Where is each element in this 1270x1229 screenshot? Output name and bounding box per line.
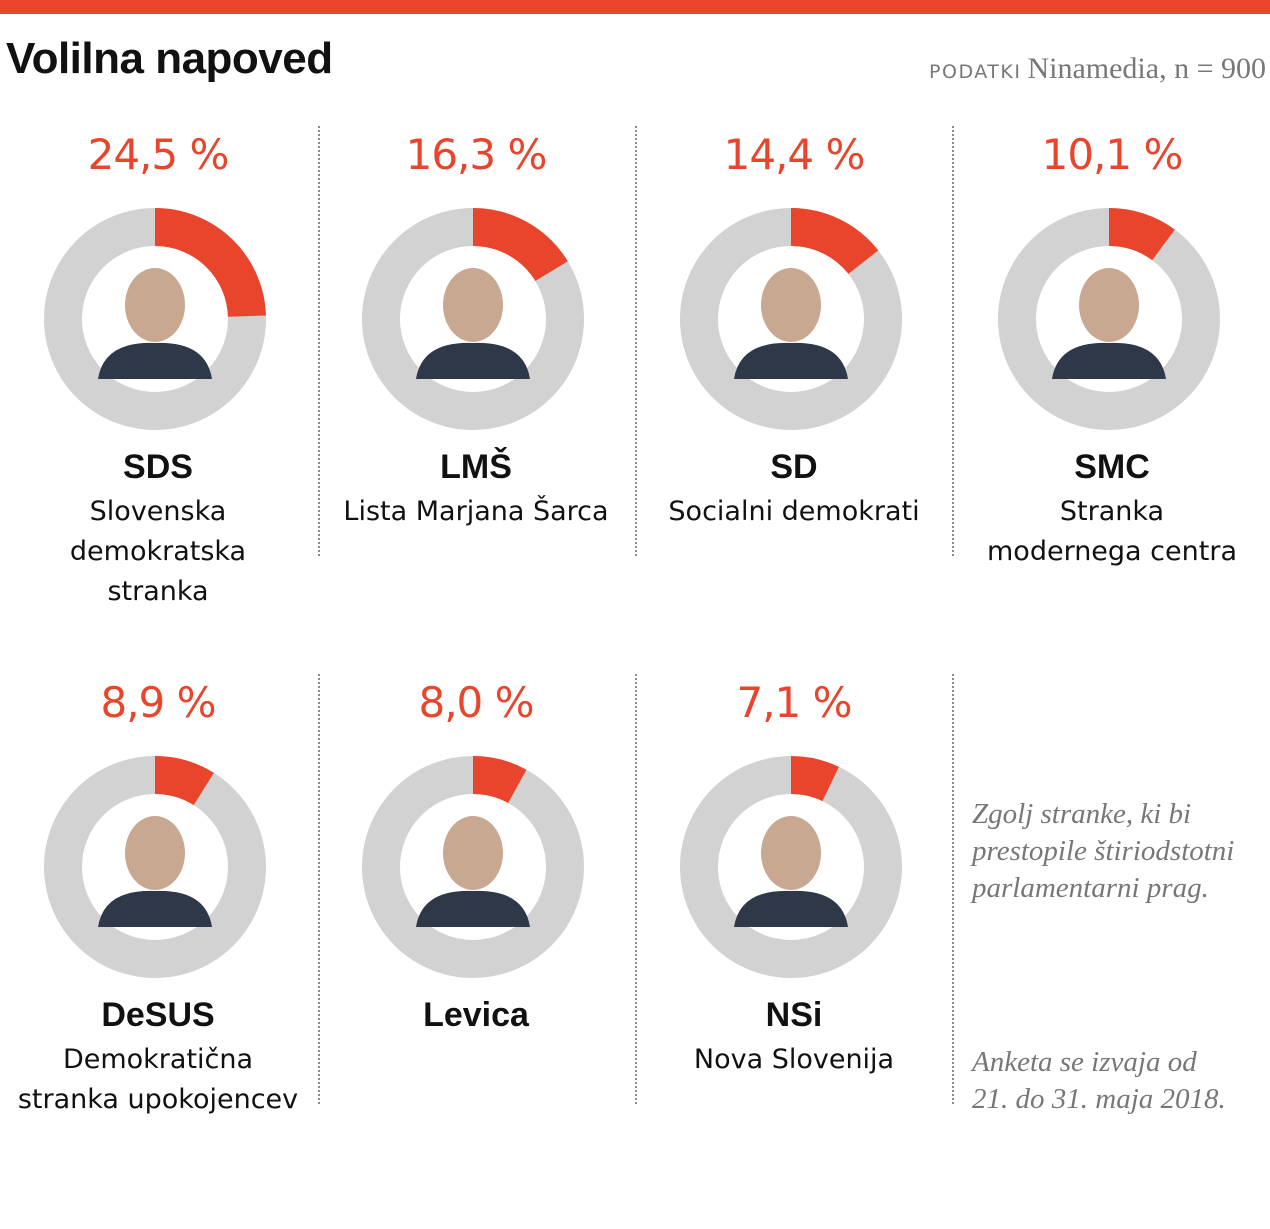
- party-abbreviation: Levica: [423, 996, 529, 1034]
- party-card-smc: 10,1 % SMC Stranka modernega centra: [954, 130, 1270, 570]
- donut-chart: [680, 208, 902, 430]
- party-name-line: Slovenska demokratska: [69, 496, 247, 567]
- portrait-head-icon: [125, 816, 185, 890]
- percentage-label: 8,0 %: [418, 678, 534, 727]
- party-card-nsi: 7,1 % NSi Nova Slovenija: [636, 678, 952, 1118]
- party-full-name: Socialni demokrati: [636, 492, 952, 532]
- top-accent-bar: [0, 0, 1270, 14]
- portrait-head-icon: [761, 816, 821, 890]
- donut-share-arc: [472, 208, 568, 282]
- donut-share-arc: [790, 756, 839, 802]
- party-name-line: Lista Marjana Šarca: [343, 496, 609, 527]
- percentage-label: 10,1 %: [1041, 130, 1184, 179]
- party-full-name: Slovenska demokratska stranka: [0, 492, 316, 612]
- portrait-shoulders-icon: [734, 342, 848, 379]
- note-line: parlamentarni prag.: [972, 872, 1209, 904]
- donut-share-arc: [154, 756, 214, 806]
- party-card-sds: 24,5 % SDS Slovenska demokratska stranka: [0, 130, 316, 607]
- party-card-lmš: 16,3 % LMŠ Lista Marjana Šarca: [318, 130, 634, 570]
- percentage-label: 8,9 %: [100, 678, 216, 727]
- donut-chart: [680, 756, 902, 978]
- party-name-line: Nova Slovenija: [693, 1044, 895, 1075]
- percentage-label: 7,1 %: [736, 678, 852, 727]
- chart-title: Volilna napoved: [6, 34, 333, 83]
- party-abbreviation: SDS: [123, 448, 193, 486]
- donut-chart: [998, 208, 1220, 430]
- percentage-label: 24,5 %: [87, 130, 230, 179]
- party-name-line: stranka: [107, 576, 209, 607]
- party-card-desus: 8,9 % DeSUS Demokratična stranka upokojence…: [0, 678, 316, 1118]
- party-name-line: Demokratična: [62, 1044, 254, 1075]
- donut-chart: [44, 208, 266, 430]
- source-credit: PODATKI Ninamedia, n = 900: [929, 52, 1266, 86]
- party-name-line: modernega centra: [987, 536, 1237, 567]
- party-full-name: Demokratična stranka upokojencev: [0, 1040, 316, 1120]
- column-divider: [318, 674, 320, 1104]
- portrait-head-icon: [443, 816, 503, 890]
- donut-chart: [44, 756, 266, 978]
- portrait-head-icon: [125, 268, 185, 342]
- note-line: prestopile štiriodstotni: [972, 835, 1235, 867]
- donut-share-arc: [1108, 208, 1175, 261]
- party-card-levica: 8,0 % Levica: [318, 678, 634, 1118]
- portrait-head-icon: [761, 268, 821, 342]
- threshold-note: Zgolj stranke, ki bi prestopile štiriods…: [972, 796, 1270, 907]
- donut-share-arc: [472, 756, 527, 804]
- donut-chart: [362, 756, 584, 978]
- portrait-head-icon: [1079, 268, 1139, 342]
- party-full-name: Stranka modernega centra: [954, 492, 1270, 572]
- party-abbreviation: NSi: [765, 996, 823, 1034]
- source-text: Ninamedia, n = 900: [1027, 52, 1266, 85]
- column-divider: [635, 126, 637, 556]
- portrait-shoulders-icon: [734, 890, 848, 927]
- column-divider: [635, 674, 637, 1104]
- note-line: 21. do 31. maja 2018.: [972, 1083, 1226, 1115]
- portrait-shoulders-icon: [98, 890, 212, 927]
- percentage-label: 16,3 %: [405, 130, 548, 179]
- portrait-shoulders-icon: [416, 890, 530, 927]
- note-line: Anketa se izvaja od: [972, 1046, 1197, 1078]
- column-divider: [318, 126, 320, 556]
- source-label: PODATKI: [929, 61, 1022, 83]
- portrait-head-icon: [443, 268, 503, 342]
- portrait-shoulders-icon: [1052, 342, 1166, 379]
- party-full-name: Nova Slovenija: [636, 1040, 952, 1080]
- note-line: Zgolj stranke, ki bi: [972, 798, 1192, 830]
- party-name-line: stranka upokojencev: [17, 1084, 299, 1115]
- party-abbreviation: SMC: [1074, 448, 1150, 486]
- party-name-line: Socialni demokrati: [668, 496, 920, 527]
- party-abbreviation: DeSUS: [101, 996, 215, 1034]
- donut-chart: [362, 208, 584, 430]
- party-full-name: Lista Marjana Šarca: [318, 492, 634, 532]
- donut-share-arc: [154, 208, 266, 318]
- column-divider: [952, 126, 954, 556]
- donut-share-arc: [790, 208, 879, 275]
- portrait-shoulders-icon: [98, 342, 212, 379]
- survey-period-note: Anketa se izvaja od 21. do 31. maja 2018…: [972, 1044, 1270, 1118]
- party-card-sd: 14,4 % SD Socialni demokrati: [636, 130, 952, 570]
- percentage-label: 14,4 %: [723, 130, 866, 179]
- portrait-shoulders-icon: [416, 342, 530, 379]
- party-abbreviation: LMŠ: [440, 448, 512, 486]
- party-abbreviation: SD: [770, 448, 818, 486]
- party-name-line: Stranka: [1059, 496, 1165, 527]
- column-divider: [952, 674, 954, 1104]
